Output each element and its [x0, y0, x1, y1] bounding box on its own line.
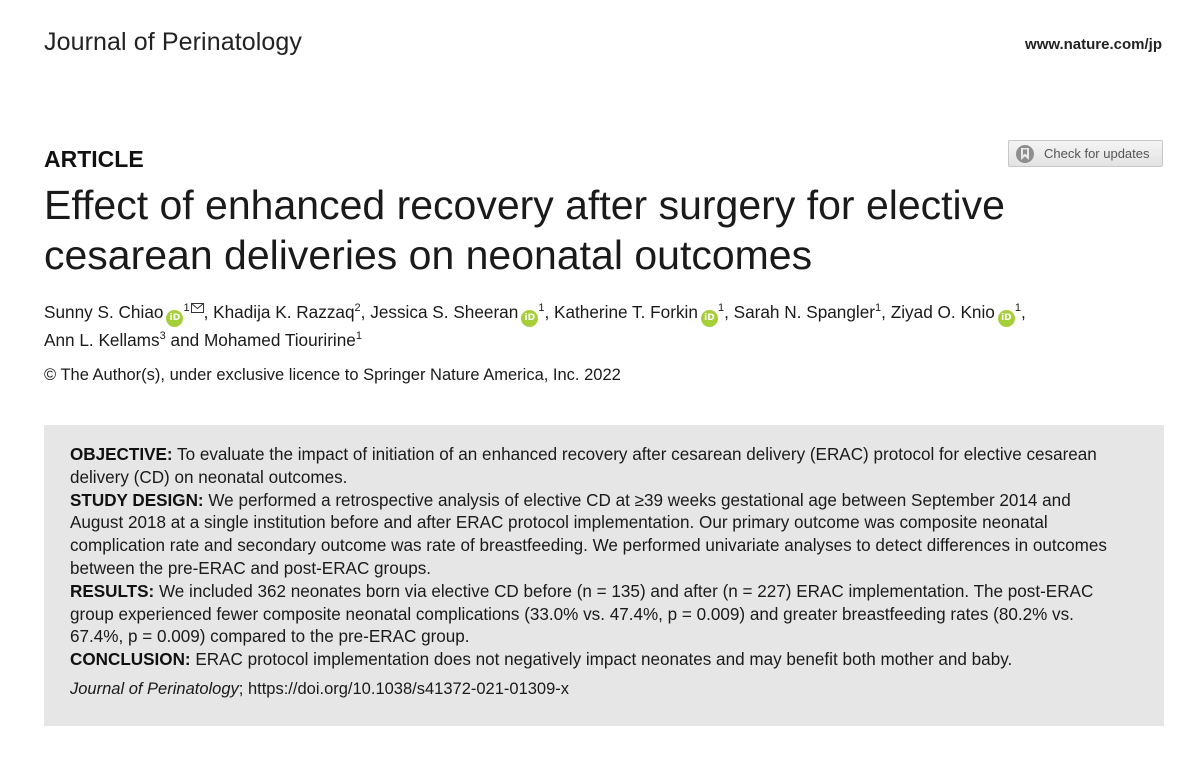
- author-name[interactable]: Ziyad O. Knio: [890, 302, 995, 322]
- citation-doi[interactable]: ; https://doi.org/10.1038/s41372-021-013…: [238, 679, 570, 698]
- affiliation-marker[interactable]: 1: [875, 302, 882, 314]
- author-name[interactable]: Ann L. Kellams: [44, 330, 160, 350]
- affiliation-marker[interactable]: 1: [717, 302, 725, 314]
- check-for-updates-label: Check for updates: [1044, 146, 1150, 161]
- check-for-updates-button[interactable]: Check for updates: [1008, 140, 1163, 167]
- abstract-sections: OBJECTIVE: To evaluate the impact of ini…: [70, 444, 1110, 672]
- author-name[interactable]: Katherine T. Forkin: [554, 302, 698, 322]
- orcid-icon[interactable]: iD: [997, 310, 1015, 327]
- article-title: Effect of enhanced recovery after surger…: [44, 182, 1005, 278]
- article-type-label: ARTICLE: [44, 146, 144, 172]
- orcid-icon[interactable]: iD: [521, 310, 539, 327]
- author-separator: ,: [881, 302, 891, 322]
- abstract-section: STUDY DESIGN: We performed a retrospecti…: [70, 490, 1110, 581]
- affiliation-marker[interactable]: 1: [1014, 302, 1021, 314]
- orcid-icon[interactable]: iD: [700, 310, 718, 327]
- affiliation-marker[interactable]: 1: [355, 330, 362, 342]
- abstract-box: OBJECTIVE: To evaluate the impact of ini…: [44, 425, 1164, 726]
- abstract-section-heading: STUDY DESIGN:: [70, 490, 204, 510]
- affiliation-marker[interactable]: 1: [538, 302, 545, 314]
- affiliation-marker[interactable]: 3: [159, 330, 166, 342]
- author-name[interactable]: Sarah N. Spangler: [733, 302, 876, 322]
- author: Katherine T. Forkin iD1: [554, 302, 725, 327]
- envelope-icon[interactable]: [190, 294, 204, 320]
- author-name[interactable]: Sunny S. Chiao: [44, 302, 164, 322]
- abstract-section-heading: OBJECTIVE:: [70, 445, 173, 464]
- author-name[interactable]: Khadija K. Razzaq: [213, 302, 355, 322]
- abstract-section-text: To evaluate the impact of initiation of …: [70, 445, 1097, 487]
- bookmark-icon: [1016, 144, 1034, 163]
- author: Sunny S. Chiao iD1: [44, 302, 204, 327]
- abstract-section: RESULTS: We included 362 neonates born v…: [70, 581, 1110, 649]
- abstract-section-text: We performed a retrospective analysis of…: [70, 490, 1107, 578]
- author: Sarah N. Spangler1: [734, 302, 882, 322]
- author-separator: ,: [1020, 302, 1026, 322]
- journal-url[interactable]: www.nature.com/jp: [1025, 36, 1162, 53]
- author-list: Sunny S. Chiao iD1, Khadija K. Razzaq2, J…: [44, 294, 1174, 353]
- author-separator: and: [165, 330, 204, 350]
- author-name[interactable]: Jessica S. Sheeran: [370, 302, 519, 322]
- orcid-icon[interactable]: iD: [166, 310, 184, 327]
- author-separator: ,: [203, 302, 214, 322]
- citation-journal: Journal of Perinatology: [70, 679, 239, 698]
- abstract-section: CONCLUSION: ERAC protocol implementation…: [70, 649, 1110, 672]
- citation: Journal of Perinatology; https://doi.org…: [70, 678, 1110, 700]
- author: Jessica S. Sheeran iD1: [370, 302, 545, 327]
- abstract-section-text: ERAC protocol implementation does not ne…: [190, 650, 1013, 670]
- author: Khadija K. Razzaq2: [213, 302, 361, 322]
- journal-name: Journal of Perinatology: [44, 28, 303, 56]
- author: Ann L. Kellams3: [44, 330, 166, 350]
- abstract-section: OBJECTIVE: To evaluate the impact of ini…: [70, 444, 1110, 490]
- copyright-notice: © The Author(s), under exclusive licence…: [44, 366, 621, 384]
- author-separator: ,: [544, 302, 554, 322]
- abstract-section-heading: CONCLUSION:: [70, 650, 191, 670]
- abstract-section-text: We included 362 neonates born via electi…: [70, 581, 1094, 647]
- author: Mohamed Tiouririne1: [204, 330, 362, 350]
- author: Ziyad O. Knio iD1: [890, 302, 1021, 327]
- author-name[interactable]: Mohamed Tiouririne: [203, 330, 356, 350]
- affiliation-marker[interactable]: 1: [183, 302, 190, 314]
- author-separator: ,: [724, 302, 734, 322]
- author-separator: ,: [360, 302, 371, 322]
- affiliation-marker[interactable]: 2: [354, 302, 361, 314]
- abstract-section-heading: RESULTS:: [70, 581, 155, 601]
